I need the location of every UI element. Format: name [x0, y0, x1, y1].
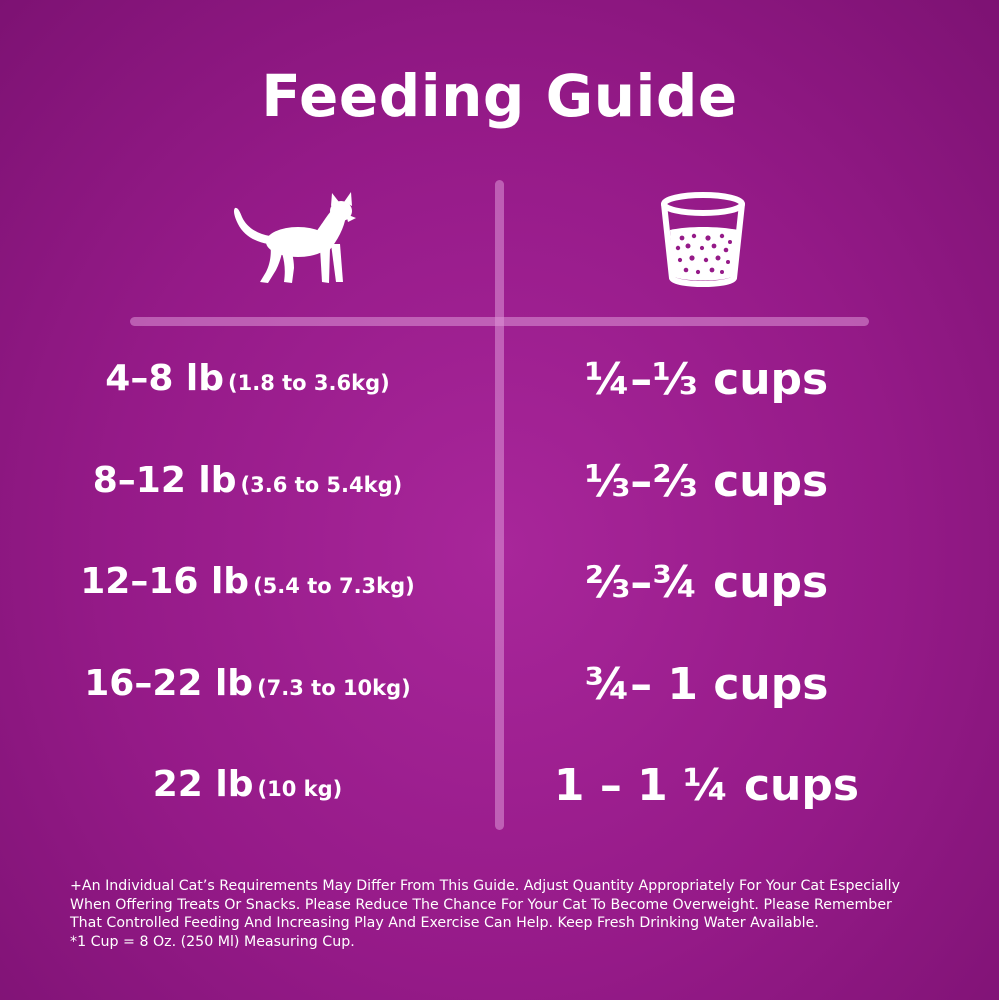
weight-range-4: 16–22 lb (7.3 to 10kg)	[0, 663, 495, 704]
cat-icon	[234, 192, 356, 283]
weight-range-5: 22 lb (10 kg)	[0, 764, 495, 805]
weight-range-3: 12–16 lb (5.4 to 7.3kg)	[0, 561, 495, 602]
weight-range-2: 8–12 lb (3.6 to 5.4kg)	[0, 460, 495, 501]
footnote-line: That Controlled Feeding And Increasing P…	[70, 915, 819, 931]
weight-lb: 16–22 lb	[84, 663, 254, 704]
weight-range-1: 4–8 lb (1.8 to 3.6kg)	[0, 358, 495, 399]
vertical-divider	[495, 180, 504, 830]
cups-amount-1: ¼–⅓ cups	[584, 354, 829, 405]
weight-lb: 4–8 lb	[105, 358, 225, 399]
horizontal-divider	[130, 317, 869, 326]
footnote-line: *1 Cup = 8 Oz. (250 Ml) Measuring Cup.	[70, 933, 355, 950]
cups-amount-3: ⅔–¾ cups	[584, 557, 829, 608]
page-title: Feeding Guide	[261, 62, 738, 130]
measuring-cup-icon	[661, 192, 745, 287]
weight-lb: 12–16 lb	[80, 561, 250, 602]
footnote-line: When Offering Treats Or Snacks. Please R…	[70, 896, 892, 913]
cups-amount-5: 1 – 1 ¼ cups	[553, 760, 860, 811]
weight-kg: (7.3 to 10kg)	[257, 676, 411, 700]
footnote: +An Individual Cat’s Requirements May Di…	[70, 877, 940, 951]
weight-kg: (3.6 to 5.4kg)	[240, 473, 403, 497]
weight-kg: (10 kg)	[257, 777, 343, 801]
weight-kg: (5.4 to 7.3kg)	[253, 574, 415, 598]
footnote-line: +An Individual Cat’s Requirements May Di…	[70, 878, 900, 894]
cups-amount-4: ¾– 1 cups	[584, 659, 829, 710]
weight-lb: 22 lb	[152, 764, 254, 805]
weight-kg: (1.8 to 3.6kg)	[228, 371, 390, 395]
cups-amount-2: ⅓–⅔ cups	[584, 456, 829, 507]
weight-lb: 8–12 lb	[92, 460, 237, 501]
